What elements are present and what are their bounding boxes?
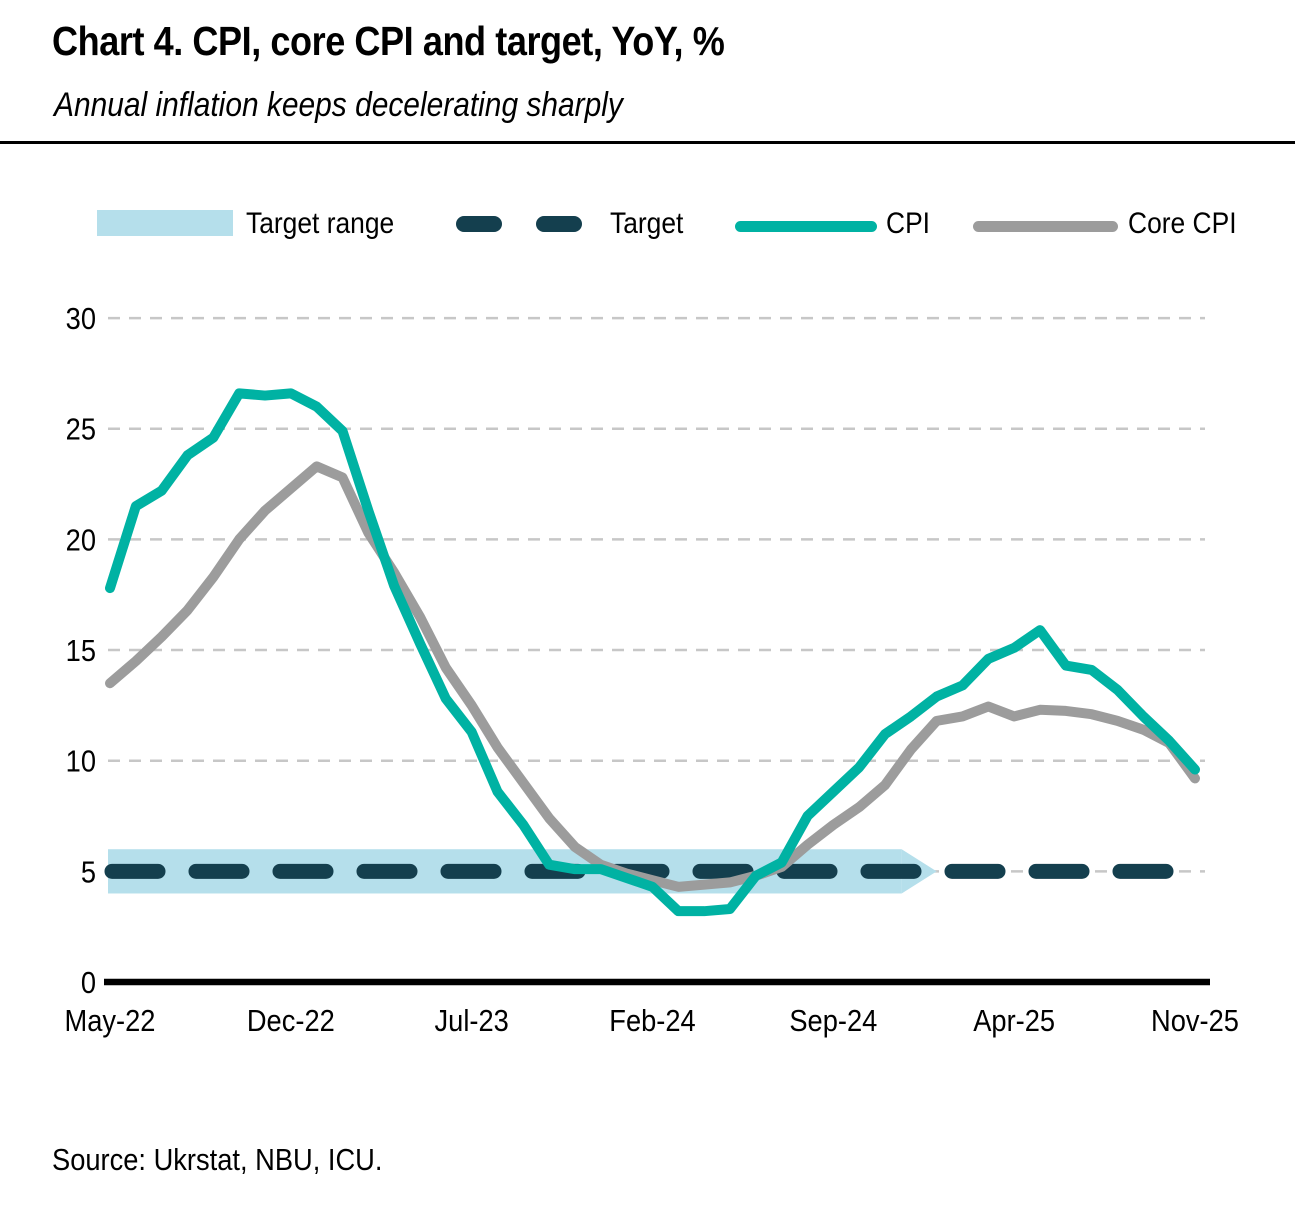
x-tick-label-Apr-25: Apr-25 [973, 1004, 1055, 1038]
page-subtitle-text: Annual inflation keeps decelerating shar… [54, 86, 623, 124]
x-tick-label-Feb-24: Feb-24 [609, 1004, 695, 1038]
legend-label-cpi: CPI [886, 207, 931, 240]
x-tick-label-Jul-23: Jul-23 [435, 1004, 509, 1038]
x-tick-label-Sep-24: Sep-24 [789, 1004, 877, 1038]
y-tick-label-20: 20 [66, 524, 96, 558]
x-tick-label-Dec-22: Dec-22 [247, 1004, 335, 1038]
x-tick-label-Nov-25: Nov-25 [1151, 1004, 1239, 1038]
x-tick-label-May-22: May-22 [65, 1004, 156, 1038]
header-divider [0, 141, 1295, 144]
source-note-text: Source: Ukrstat, NBU, ICU. [52, 1142, 383, 1177]
page-title-text: Chart 4. CPI, core CPI and target, YoY, … [52, 18, 725, 64]
page-title: Chart 4. CPI, core CPI and target, YoY, … [52, 18, 816, 65]
legend-swatch-target-range [97, 210, 233, 236]
legend: Target range Target CPI Core CPI [0, 0, 1295, 260]
series-line-core-cpi [105, 461, 1200, 892]
y-tick-label-5: 5 [81, 856, 96, 890]
y-tick-label-15: 15 [66, 635, 96, 669]
legend-label-core-cpi: Core CPI [1128, 207, 1237, 240]
source-note: Source: Ukrstat, NBU, ICU. [52, 1142, 428, 1178]
y-tick-label-10: 10 [66, 745, 96, 779]
legend-swatch-cpi [735, 221, 877, 232]
legend-swatch-core-cpi [973, 221, 1118, 232]
axis-labels: 0 5 10 15 20 25 30 May-22 Dec-22 Jul-23 Feb-24 Sep-… [65, 303, 1239, 1039]
series-line-cpi [105, 388, 1200, 917]
y-tick-label-0: 0 [81, 966, 96, 1000]
y-tick-label-30: 30 [66, 303, 96, 337]
line-chart-canvas: 0 5 10 15 20 25 30 May-22 Dec-22 Jul-23 Feb-24 Sep-… [65, 303, 1239, 1039]
legend-swatch-target-dash-1 [456, 216, 502, 232]
legend-label-target: Target [610, 207, 684, 240]
y-tick-label-25: 25 [66, 413, 96, 447]
page-subtitle: Annual inflation keeps decelerating shar… [54, 86, 700, 125]
legend-label-target-range: Target range [246, 207, 395, 240]
legend-swatch-target-dash-2 [536, 216, 582, 232]
